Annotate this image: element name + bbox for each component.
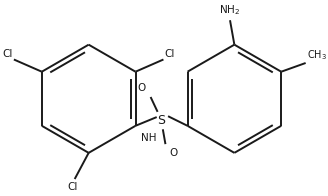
Text: O: O bbox=[137, 83, 145, 93]
Text: Cl: Cl bbox=[3, 49, 13, 59]
Text: O: O bbox=[169, 149, 177, 159]
Text: Cl: Cl bbox=[164, 49, 175, 59]
Text: NH: NH bbox=[140, 133, 156, 143]
Text: Cl: Cl bbox=[68, 182, 78, 192]
Text: NH$_2$: NH$_2$ bbox=[219, 3, 240, 17]
Text: S: S bbox=[157, 114, 165, 127]
Text: CH$_3$: CH$_3$ bbox=[307, 48, 327, 62]
